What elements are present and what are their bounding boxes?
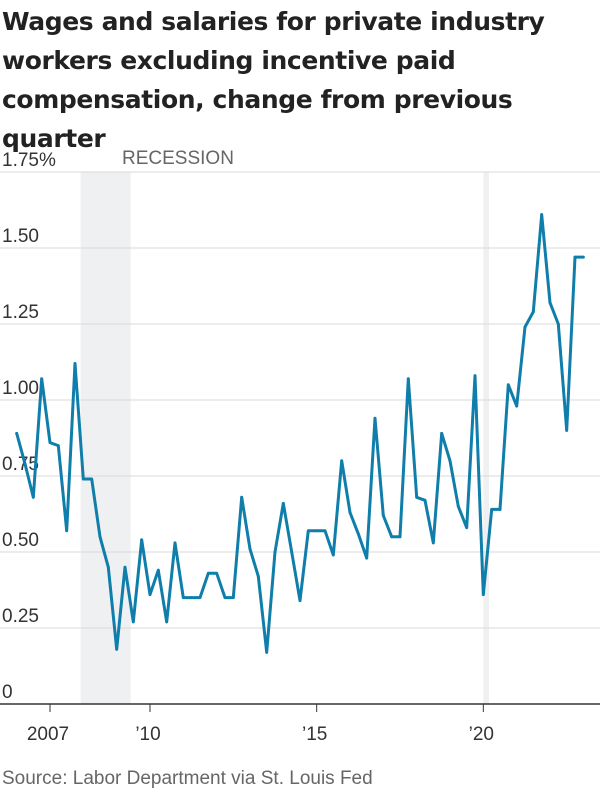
shaded-period — [483, 172, 489, 704]
x-tick-label: ’10 — [135, 724, 160, 745]
data-point — [223, 596, 227, 599]
y-tick-label: 1.25 — [2, 302, 39, 323]
data-point — [365, 556, 369, 560]
data-point — [556, 322, 560, 326]
y-tick-label: 1.75% — [2, 150, 56, 171]
data-point — [73, 362, 77, 365]
y-tick-label: 0 — [2, 682, 13, 703]
data-point — [215, 571, 219, 575]
data-point — [390, 535, 394, 539]
y-tick-label: 0.75 — [2, 454, 39, 475]
data-point — [90, 477, 94, 481]
shaded-periods — [80, 172, 489, 704]
data-point — [398, 535, 402, 539]
data-point — [273, 550, 277, 554]
data-point — [431, 541, 435, 545]
data-point — [381, 514, 385, 517]
data-point — [190, 596, 194, 599]
data-point — [140, 538, 144, 542]
data-point — [15, 432, 19, 435]
data-point — [415, 495, 419, 499]
data-point — [490, 508, 494, 511]
data-point — [290, 550, 294, 554]
data-point — [581, 255, 585, 259]
data-point — [115, 647, 119, 651]
y-tick-label: 1.00 — [2, 378, 39, 399]
data-point — [573, 255, 577, 259]
data-point — [206, 571, 210, 575]
data-point — [356, 532, 360, 536]
data-point — [31, 495, 35, 499]
data-point — [448, 459, 452, 463]
x-tick-label: ’20 — [469, 724, 494, 745]
data-point — [56, 444, 60, 447]
data-point — [565, 429, 569, 432]
data-point — [106, 565, 110, 569]
data-point — [156, 568, 160, 572]
data-point — [65, 529, 69, 533]
data-point — [281, 501, 285, 505]
data-point — [523, 325, 527, 329]
data-point — [315, 529, 319, 533]
data-point — [331, 553, 335, 557]
chart-title: Wages and salaries for private industry … — [2, 7, 545, 153]
recession-shade — [80, 172, 131, 704]
data-point — [231, 596, 235, 599]
data-point — [306, 529, 310, 533]
data-point — [323, 529, 327, 533]
data-point — [98, 535, 102, 539]
data-point — [540, 213, 544, 216]
data-point — [173, 541, 177, 545]
data-point — [265, 650, 269, 654]
data-point — [423, 498, 427, 502]
x-axis-ticks: 2007 ’10 ’15 ’20 — [27, 704, 494, 745]
y-tick-label: 0.25 — [2, 606, 39, 627]
data-point — [531, 310, 535, 314]
data-point — [515, 404, 519, 408]
data-point — [198, 596, 202, 599]
y-tick-label: 1.50 — [2, 226, 39, 247]
data-point — [481, 593, 485, 596]
data-point — [440, 432, 444, 435]
data-point — [373, 416, 377, 420]
data-point — [40, 377, 44, 381]
data-point — [465, 526, 469, 530]
data-point — [298, 599, 302, 603]
data-point — [148, 593, 152, 596]
series-layer — [15, 213, 585, 654]
data-point — [456, 505, 460, 508]
data-point — [506, 383, 510, 387]
y-axis-ticks: 0 0.25 0.50 0.75 1.00 1.25 1.50 1.75% — [2, 150, 56, 703]
source-note: Source: Labor Department via St. Louis F… — [2, 768, 373, 789]
data-point — [406, 377, 410, 381]
data-point — [23, 462, 27, 466]
data-point — [348, 511, 352, 514]
x-tick-label: 2007 — [27, 724, 69, 745]
data-point — [123, 565, 127, 569]
data-point — [131, 620, 135, 624]
data-point — [81, 477, 85, 481]
data-point — [498, 508, 502, 511]
y-tick-label: 0.50 — [2, 530, 39, 551]
x-tick-label: ’15 — [302, 724, 327, 745]
data-point — [473, 374, 477, 378]
data-point — [340, 459, 344, 463]
data-point — [248, 547, 252, 551]
data-point — [48, 441, 52, 444]
data-point — [548, 301, 552, 305]
data-point — [240, 495, 244, 499]
data-point — [165, 620, 169, 624]
data-point — [256, 574, 260, 578]
data-point — [181, 596, 185, 599]
recession-label: RECESSION — [122, 148, 234, 169]
gridlines — [0, 171, 600, 705]
